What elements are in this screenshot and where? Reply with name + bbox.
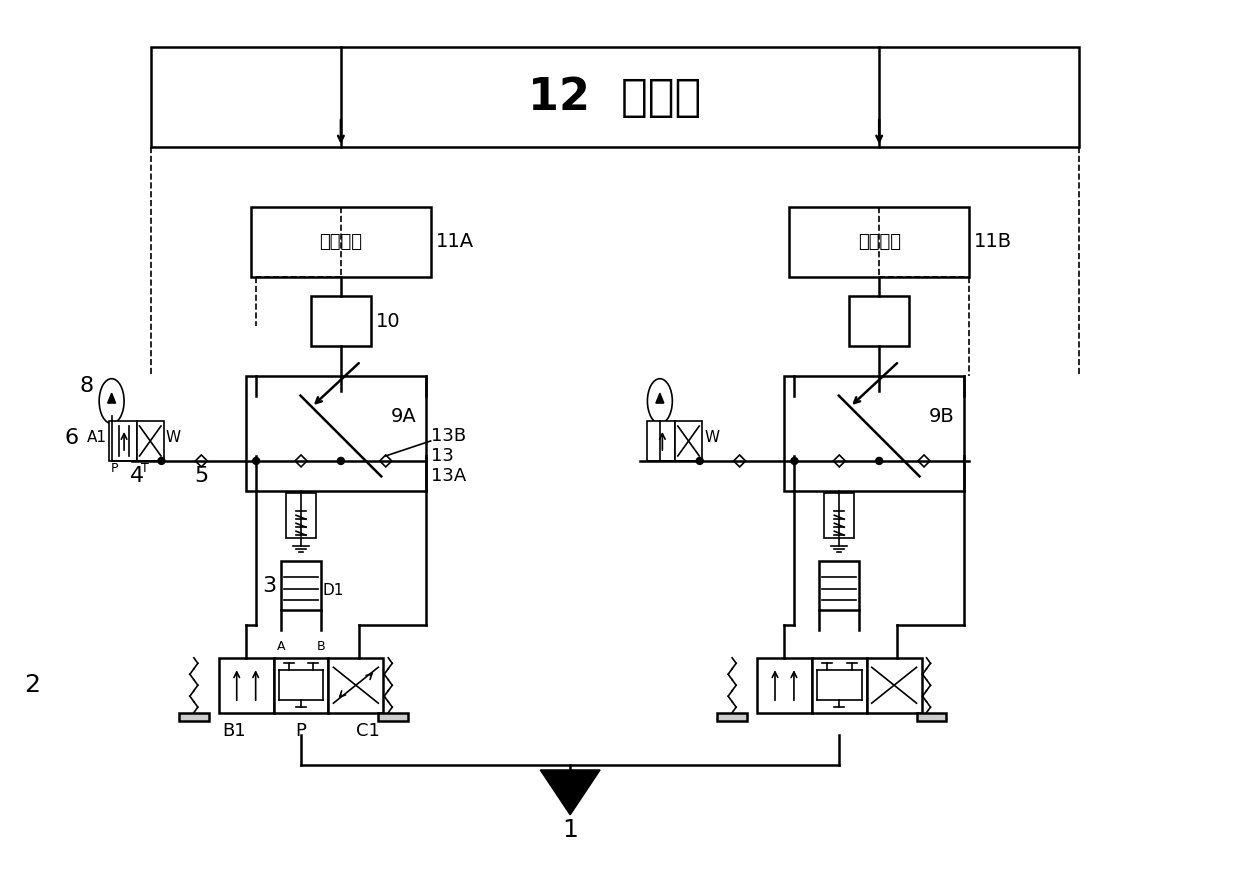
- Circle shape: [253, 457, 259, 464]
- Bar: [785, 376, 963, 491]
- Bar: [916, 713, 946, 721]
- Circle shape: [835, 392, 924, 481]
- Circle shape: [696, 457, 703, 464]
- Bar: [825, 493, 854, 538]
- Text: A: A: [277, 639, 285, 653]
- Ellipse shape: [99, 378, 124, 423]
- Bar: [252, 207, 430, 277]
- Bar: [867, 658, 921, 713]
- Bar: [717, 713, 746, 721]
- Text: 机头链轮: 机头链轮: [320, 233, 362, 251]
- Circle shape: [296, 392, 386, 481]
- Polygon shape: [300, 396, 341, 436]
- Polygon shape: [734, 455, 745, 467]
- Text: 机尾链轮: 机尾链轮: [858, 233, 900, 251]
- Bar: [179, 713, 208, 721]
- Bar: [311, 296, 371, 346]
- Polygon shape: [295, 455, 308, 467]
- Bar: [820, 561, 859, 611]
- Circle shape: [337, 457, 345, 464]
- Polygon shape: [656, 393, 663, 403]
- Circle shape: [875, 457, 883, 464]
- Bar: [274, 658, 329, 713]
- Bar: [647, 421, 675, 461]
- Text: 13A: 13A: [430, 467, 466, 485]
- Text: 13: 13: [430, 447, 454, 465]
- Polygon shape: [839, 396, 879, 436]
- Text: B1: B1: [222, 722, 246, 739]
- Text: W: W: [166, 430, 181, 446]
- Bar: [329, 658, 383, 713]
- Bar: [812, 658, 867, 713]
- Text: W: W: [704, 430, 719, 446]
- Bar: [758, 658, 812, 713]
- Ellipse shape: [647, 378, 672, 423]
- Text: A1: A1: [87, 430, 107, 446]
- Polygon shape: [341, 396, 381, 436]
- Text: 10: 10: [376, 312, 401, 331]
- Polygon shape: [833, 455, 846, 467]
- Polygon shape: [196, 455, 207, 467]
- Text: P: P: [110, 463, 118, 476]
- Polygon shape: [379, 455, 392, 467]
- Text: C1: C1: [356, 722, 381, 739]
- Text: 2: 2: [24, 674, 40, 697]
- Polygon shape: [839, 436, 879, 477]
- Text: 9A: 9A: [391, 406, 417, 426]
- Circle shape: [791, 457, 797, 464]
- Polygon shape: [108, 393, 115, 403]
- Bar: [218, 658, 274, 713]
- Bar: [136, 421, 164, 461]
- Polygon shape: [541, 770, 600, 815]
- Text: D1: D1: [322, 583, 345, 598]
- Bar: [109, 421, 136, 461]
- Bar: [849, 296, 909, 346]
- Bar: [151, 47, 1079, 147]
- Text: 5: 5: [195, 466, 208, 486]
- Bar: [286, 493, 316, 538]
- Text: 6: 6: [64, 428, 78, 448]
- Bar: [281, 561, 321, 611]
- Text: 13B: 13B: [430, 427, 466, 445]
- Polygon shape: [879, 396, 919, 436]
- Text: 12  控制器: 12 控制器: [528, 75, 702, 118]
- Polygon shape: [300, 436, 341, 477]
- Text: 1: 1: [562, 818, 578, 842]
- Bar: [378, 713, 408, 721]
- Polygon shape: [341, 436, 381, 477]
- Text: 8: 8: [79, 376, 94, 396]
- Bar: [675, 421, 702, 461]
- Text: P: P: [295, 722, 306, 739]
- Bar: [790, 207, 968, 277]
- Text: B: B: [316, 639, 325, 653]
- Polygon shape: [918, 455, 930, 467]
- Bar: [247, 376, 425, 491]
- Text: 11A: 11A: [435, 232, 474, 251]
- Text: T: T: [140, 463, 149, 476]
- Text: 4: 4: [129, 466, 144, 486]
- Polygon shape: [879, 436, 919, 477]
- Circle shape: [157, 457, 165, 464]
- Text: 9B: 9B: [929, 406, 955, 426]
- Text: 11B: 11B: [973, 232, 1012, 251]
- Text: 3: 3: [262, 576, 277, 596]
